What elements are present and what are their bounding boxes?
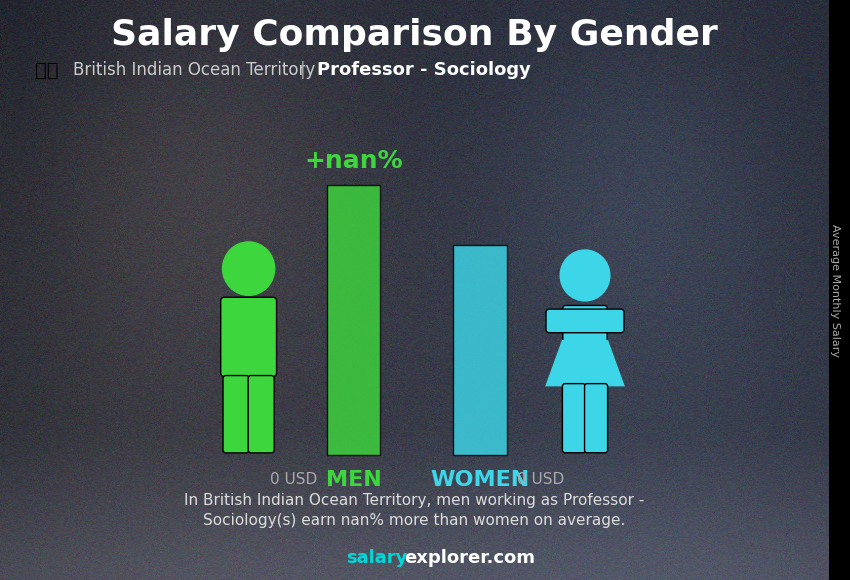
- Text: WOMEN: WOMEN: [431, 470, 530, 490]
- FancyBboxPatch shape: [453, 245, 507, 455]
- Text: |: |: [299, 61, 305, 79]
- Polygon shape: [545, 340, 625, 386]
- Text: 0 USD: 0 USD: [269, 473, 317, 488]
- FancyBboxPatch shape: [563, 306, 607, 343]
- Text: British Indian Ocean Territory: British Indian Ocean Territory: [73, 61, 315, 79]
- Text: salary: salary: [346, 549, 407, 567]
- Circle shape: [223, 242, 275, 295]
- FancyBboxPatch shape: [248, 375, 275, 453]
- Text: In British Indian Ocean Territory, men working as Professor -: In British Indian Ocean Territory, men w…: [184, 492, 644, 508]
- Text: Professor - Sociology: Professor - Sociology: [317, 61, 530, 79]
- FancyBboxPatch shape: [546, 309, 624, 333]
- Text: +nan%: +nan%: [304, 149, 403, 173]
- Text: Average Monthly Salary: Average Monthly Salary: [830, 223, 840, 357]
- FancyBboxPatch shape: [326, 185, 380, 455]
- Text: Sociology(s) earn nan% more than women on average.: Sociology(s) earn nan% more than women o…: [203, 513, 626, 527]
- Text: 0 USD: 0 USD: [517, 473, 564, 488]
- FancyBboxPatch shape: [563, 383, 586, 453]
- FancyBboxPatch shape: [223, 375, 249, 453]
- FancyBboxPatch shape: [221, 298, 276, 376]
- Text: 🇮🇴: 🇮🇴: [35, 60, 59, 79]
- FancyBboxPatch shape: [585, 383, 608, 453]
- Circle shape: [560, 250, 609, 301]
- Text: Salary Comparison By Gender: Salary Comparison By Gender: [111, 18, 717, 52]
- Text: MEN: MEN: [326, 470, 382, 490]
- Text: explorer.com: explorer.com: [405, 549, 536, 567]
